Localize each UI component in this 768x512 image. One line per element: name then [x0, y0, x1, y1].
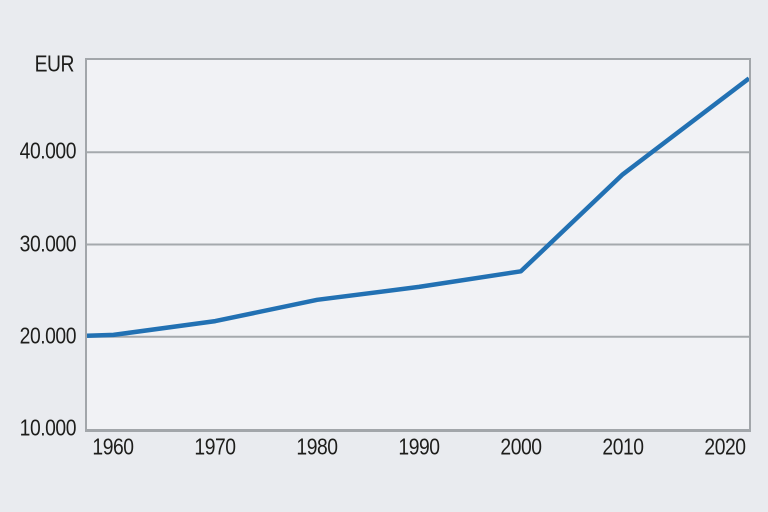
- data-line: [87, 76, 749, 339]
- y-tick-label: 20.000: [19, 323, 77, 350]
- x-tick-label: 1970: [194, 434, 237, 460]
- plot-area: [85, 58, 751, 432]
- y-tick-label: 30.000: [19, 231, 77, 257]
- x-tick-label: 2000: [500, 434, 542, 460]
- y-axis-unit-label: EUR: [34, 51, 75, 78]
- x-tick-label: 2010: [602, 434, 644, 460]
- y-tick-label: 40.000: [19, 138, 77, 165]
- x-tick-label: 1960: [92, 434, 135, 460]
- x-tick-label: 1990: [398, 434, 440, 460]
- y-tick-label: 10.000: [19, 415, 77, 442]
- line-chart-svg: [87, 76, 749, 339]
- x-tick-label: 2020: [703, 434, 746, 460]
- x-tick-label: 1980: [296, 434, 339, 460]
